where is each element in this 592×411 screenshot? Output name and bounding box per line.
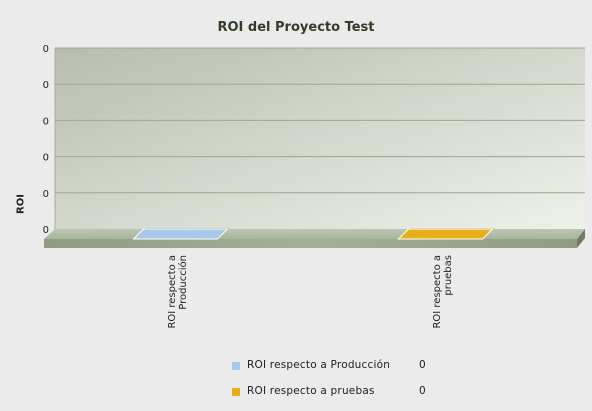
- floor-top: [44, 229, 585, 239]
- x-tick-label: ROI respecto apruebas: [432, 255, 454, 329]
- floor-side: [577, 229, 585, 248]
- y-tick-label: 0: [43, 44, 49, 55]
- x-tick-label: ROI respecto aProducción: [167, 255, 189, 329]
- bar: [397, 228, 495, 240]
- bar: [132, 228, 230, 240]
- y-tick-label: 0: [43, 116, 49, 127]
- legend-label-produccion: ROI respecto a Producción: [247, 359, 391, 371]
- chart-title: ROI del Proyecto Test: [217, 20, 375, 35]
- y-tick-label: 0: [43, 189, 49, 200]
- y-tick-label: 0: [43, 225, 49, 236]
- floor-front: [44, 239, 577, 248]
- legend-value-produccion: 0: [419, 359, 426, 371]
- y-tick-label: 0: [43, 80, 49, 91]
- legend-value-pruebas: 0: [419, 385, 426, 397]
- legend-swatch-produccion: [232, 362, 240, 370]
- legend-swatch-pruebas: [232, 388, 240, 396]
- plot-area: [55, 48, 585, 233]
- legend-label-pruebas: ROI respecto a pruebas: [247, 385, 375, 397]
- y-axis-label: ROI: [15, 194, 27, 214]
- y-tick-label: 0: [43, 153, 49, 164]
